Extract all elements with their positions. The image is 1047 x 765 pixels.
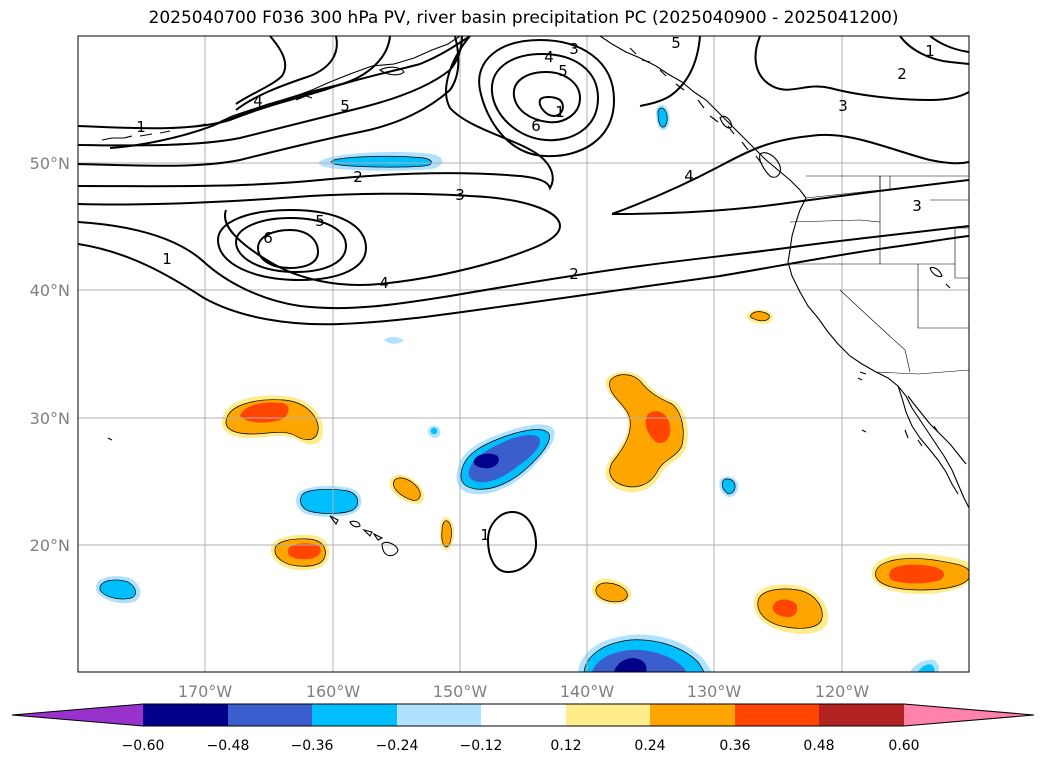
contour-label: 1	[480, 526, 490, 544]
lat-tick-label: 20°N	[30, 536, 70, 555]
precip-anomaly	[296, 486, 362, 517]
pv-contour-labels: 1 1 1 1 1 2 2 2 3 3 3 3 4 4 4 4 5 5 5 5	[136, 34, 935, 544]
colorbar-tick-label: 0.24	[634, 738, 665, 754]
lon-tick-label: 150°W	[433, 682, 488, 701]
contour-label: 1	[555, 103, 565, 121]
lon-tick-label: 160°W	[306, 682, 361, 701]
lat-tick-label: 30°N	[30, 409, 70, 428]
map-background	[78, 36, 969, 672]
pv-contours	[78, 36, 969, 574]
precip-outlines	[99, 107, 969, 672]
precip-anomaly	[456, 424, 555, 495]
contour-label: 3	[455, 186, 465, 204]
contour-label: 5	[558, 62, 568, 80]
contour-label: 5	[315, 212, 325, 230]
contour-label: 5	[671, 34, 681, 52]
contour-label: 1	[162, 250, 172, 268]
coastlines	[101, 36, 969, 557]
colorbar-tick-label: −0.48	[207, 738, 250, 754]
colorbar-segment	[650, 704, 735, 726]
contour-label: 6	[263, 229, 273, 247]
colorbar-extend-high	[904, 704, 1034, 726]
contour-label: 2	[569, 265, 579, 283]
longitude-axis: 170°W 160°W 150°W 140°W 130°W 120°W	[178, 682, 870, 701]
precip-shading	[96, 104, 969, 672]
precip-anomaly	[427, 425, 441, 439]
lat-tick-label: 50°N	[30, 154, 70, 173]
map-frame	[77, 35, 970, 673]
colorbar-tick-label: −0.36	[291, 738, 334, 754]
precip-anomaly	[384, 337, 404, 344]
contour-label: 3	[569, 40, 579, 58]
colorbar-extend-low	[12, 704, 143, 726]
colorbar-segment	[143, 704, 228, 726]
contour-label: 4	[253, 92, 263, 110]
lon-tick-label: 120°W	[815, 682, 870, 701]
colorbar-segment	[312, 704, 397, 726]
colorbar-tick-label: 0.60	[888, 738, 919, 754]
map-panel: 1 1 1 1 1 2 2 2 3 3 3 3 4 4 4 4 5 5 5 5	[77, 34, 970, 673]
lon-tick-label: 140°W	[560, 682, 615, 701]
contour-label: 2	[897, 65, 907, 83]
colorbar-segment	[819, 704, 904, 726]
lon-tick-label: 170°W	[178, 682, 233, 701]
precip-anomaly	[753, 584, 829, 634]
colorbar-segment	[566, 704, 651, 726]
contour-label: 3	[912, 197, 922, 215]
precip-anomaly	[221, 395, 324, 445]
colorbar-tick-label: −0.60	[122, 738, 165, 754]
contour-label: 1	[925, 42, 935, 60]
contour-label: 4	[544, 48, 554, 66]
precip-anomaly	[605, 371, 688, 493]
colorbar-segment	[481, 704, 566, 726]
colorbar: −0.60 −0.48 −0.36 −0.24 −0.12 0.12 0.24 …	[11, 703, 1035, 754]
precip-anomaly	[591, 578, 632, 605]
latitude-axis: 50°N 40°N 30°N 20°N	[30, 154, 70, 555]
precip-anomaly	[871, 553, 969, 594]
colorbar-segment	[397, 704, 482, 726]
colorbar-tick-label: 0.48	[803, 738, 834, 754]
gridlines	[78, 36, 969, 672]
colorbar-segment	[228, 704, 313, 726]
contour-label: 3	[838, 97, 848, 115]
contour-label: 5	[340, 97, 350, 115]
map-title: 2025040700 F036 300 hPa PV, river basin …	[148, 8, 899, 28]
lat-tick-label: 40°N	[30, 281, 70, 300]
contour-label: 6	[531, 117, 541, 135]
colorbar-tick-label: −0.12	[460, 738, 503, 754]
colorbar-tick-label: −0.24	[376, 738, 419, 754]
colorbar-tick-label: 0.12	[550, 738, 581, 754]
precip-anomaly	[910, 659, 940, 672]
colorbar-outline	[11, 703, 1035, 727]
contour-label: 2	[353, 168, 363, 186]
precip-anomaly	[270, 534, 330, 571]
contour-label: 4	[684, 167, 694, 185]
contour-label: 4	[379, 274, 389, 292]
colorbar-segment	[735, 704, 820, 726]
contour-label: 1	[136, 118, 146, 136]
lon-tick-label: 130°W	[687, 682, 742, 701]
colorbar-tick-label: 0.36	[719, 738, 750, 754]
